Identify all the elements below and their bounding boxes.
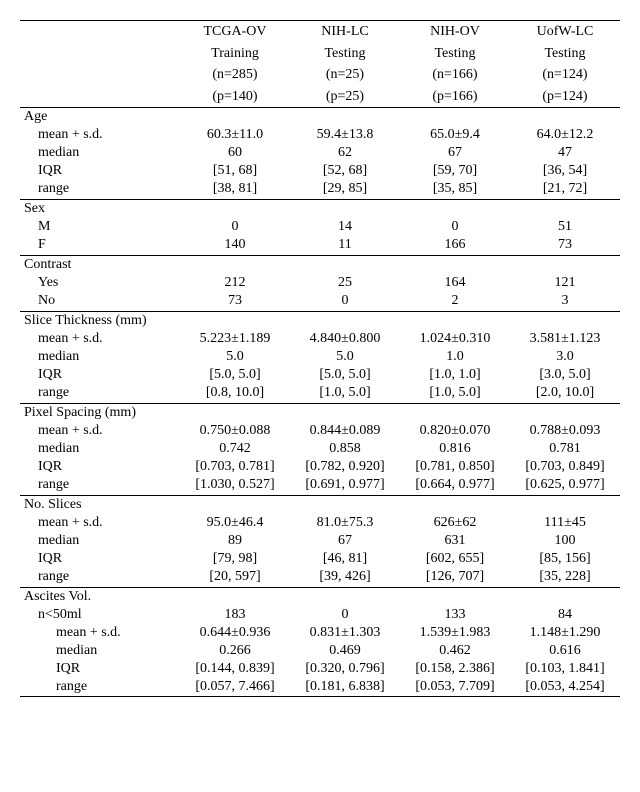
col-name-1: NIH-LC bbox=[290, 21, 400, 43]
row-ns-range: range[20, 597][39, 426][126, 707][35, 22… bbox=[20, 568, 620, 586]
label-mean: mean + s.d. bbox=[20, 126, 180, 144]
col-p-2: (p=166) bbox=[400, 86, 510, 108]
section-sex: Sex bbox=[20, 200, 620, 219]
col-name-2: NIH-OV bbox=[400, 21, 510, 43]
row-slice-range: range[0.8, 10.0][1.0, 5.0][1.0, 5.0][2.0… bbox=[20, 384, 620, 402]
row-contrast-yes: Yes21225164121 bbox=[20, 274, 620, 292]
col-role-3: Testing bbox=[510, 43, 620, 65]
row-asc-range: range[0.057, 7.466][0.181, 6.838][0.053,… bbox=[20, 678, 620, 697]
row-px-mean: mean + s.d.0.750±0.0880.844±0.0890.820±0… bbox=[20, 422, 620, 440]
row-age-median: median60626747 bbox=[20, 144, 620, 162]
row-slice-mean: mean + s.d.5.223±1.1894.840±0.8001.024±0… bbox=[20, 330, 620, 348]
row-age-range: range[38, 81][29, 85][35, 85][21, 72] bbox=[20, 180, 620, 198]
col-n-1: (n=25) bbox=[290, 64, 400, 86]
header-row-p: (p=140) (p=25) (p=166) (p=124) bbox=[20, 86, 620, 108]
col-name-0: TCGA-OV bbox=[180, 21, 290, 43]
col-role-0: Training bbox=[180, 43, 290, 65]
row-sex-f: F1401116673 bbox=[20, 236, 620, 254]
row-px-range: range[1.030, 0.527][0.691, 0.977][0.664,… bbox=[20, 476, 620, 494]
row-asc-iqr: IQR[0.144, 0.839][0.320, 0.796][0.158, 2… bbox=[20, 660, 620, 678]
row-px-iqr: IQR[0.703, 0.781][0.782, 0.920][0.781, 0… bbox=[20, 458, 620, 476]
section-asc: Ascites Vol. bbox=[20, 588, 620, 607]
header-row-n: (n=285) (n=25) (n=166) (n=124) bbox=[20, 64, 620, 86]
row-asc-mean: mean + s.d.0.644±0.9360.831±1.3031.539±1… bbox=[20, 624, 620, 642]
row-contrast-no: No73023 bbox=[20, 292, 620, 310]
row-slice-iqr: IQR[5.0, 5.0][5.0, 5.0][1.0, 1.0][3.0, 5… bbox=[20, 366, 620, 384]
col-name-3: UofW-LC bbox=[510, 21, 620, 43]
section-contrast: Contrast bbox=[20, 256, 620, 275]
col-p-1: (p=25) bbox=[290, 86, 400, 108]
row-asc-median: median0.2660.4690.4620.616 bbox=[20, 642, 620, 660]
col-n-2: (n=166) bbox=[400, 64, 510, 86]
col-p-3: (p=124) bbox=[510, 86, 620, 108]
row-asc-nlt: n<50ml183013384 bbox=[20, 606, 620, 624]
section-age: Age bbox=[20, 108, 620, 127]
col-role-1: Testing bbox=[290, 43, 400, 65]
row-sex-m: M014051 bbox=[20, 218, 620, 236]
col-n-0: (n=285) bbox=[180, 64, 290, 86]
row-ns-mean: mean + s.d.95.0±46.481.0±75.3626±62111±4… bbox=[20, 514, 620, 532]
header-row-name: TCGA-OV NIH-LC NIH-OV UofW-LC bbox=[20, 21, 620, 43]
section-slice: Slice Thickness (mm) bbox=[20, 312, 620, 331]
header-row-role: Training Testing Testing Testing bbox=[20, 43, 620, 65]
cohort-table: TCGA-OV NIH-LC NIH-OV UofW-LC Training T… bbox=[20, 20, 620, 697]
col-p-0: (p=140) bbox=[180, 86, 290, 108]
row-px-median: median0.7420.8580.8160.781 bbox=[20, 440, 620, 458]
age-title: Age bbox=[20, 108, 180, 127]
section-ns: No. Slices bbox=[20, 496, 620, 515]
col-n-3: (n=124) bbox=[510, 64, 620, 86]
row-ns-iqr: IQR[79, 98][46, 81][602, 655][85, 156] bbox=[20, 550, 620, 568]
row-age-mean: mean + s.d.60.3±11.059.4±13.865.0±9.464.… bbox=[20, 126, 620, 144]
row-ns-median: median8967631100 bbox=[20, 532, 620, 550]
row-age-iqr: IQR[51, 68][52, 68][59, 70][36, 54] bbox=[20, 162, 620, 180]
row-slice-median: median5.05.01.03.0 bbox=[20, 348, 620, 366]
section-px: Pixel Spacing (mm) bbox=[20, 404, 620, 423]
col-role-2: Testing bbox=[400, 43, 510, 65]
